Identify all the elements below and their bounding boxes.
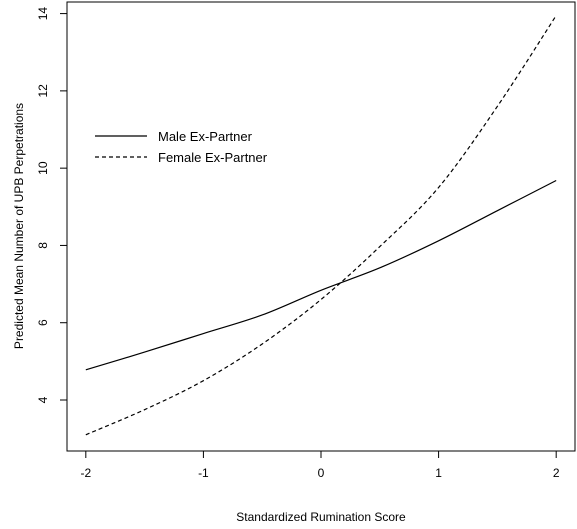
legend: Male Ex-Partner Female Ex-Partner [95, 129, 268, 165]
legend-label: Female Ex-Partner [158, 150, 268, 165]
series-layer [85, 15, 557, 436]
plot-frame [66, 1, 576, 452]
x-tick-label: -1 [198, 466, 209, 480]
series-line-female-ex-partner [85, 15, 557, 436]
y-tick-label: 6 [36, 319, 50, 326]
y-tick-label: 10 [36, 161, 50, 175]
x-axis: -2 -1 0 1 2 [80, 451, 560, 480]
y-tick-label: 4 [36, 396, 50, 403]
y-axis-title: Predicted Mean Number of UPB Perpetratio… [12, 103, 26, 349]
y-axis: 4 6 8 10 12 14 [36, 7, 67, 403]
series-line-male-ex-partner [85, 179, 557, 371]
legend-label: Male Ex-Partner [158, 129, 253, 144]
x-tick-label: 0 [318, 466, 325, 480]
x-tick-label: -2 [80, 466, 91, 480]
x-tick-label: 2 [553, 466, 560, 480]
y-tick-label: 8 [36, 242, 50, 249]
x-axis-title: Standardized Rumination Score [236, 510, 406, 524]
y-tick-label: 14 [36, 7, 50, 21]
x-tick-label: 1 [435, 466, 442, 480]
y-tick-label: 12 [36, 84, 50, 98]
